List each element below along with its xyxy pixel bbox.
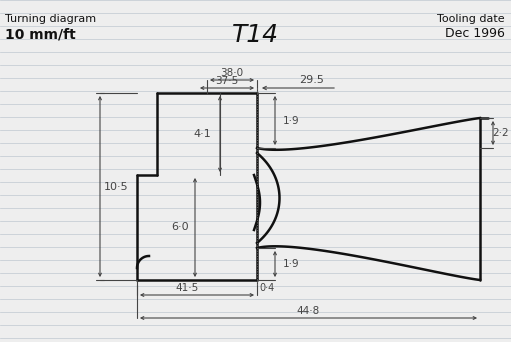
Text: Dec 1996: Dec 1996 xyxy=(445,27,505,40)
Text: 0·4: 0·4 xyxy=(260,283,274,293)
Text: T14: T14 xyxy=(231,23,278,47)
Text: 38·0: 38·0 xyxy=(220,68,244,78)
Text: 1·9: 1·9 xyxy=(283,116,299,126)
Text: 37·5: 37·5 xyxy=(215,76,239,86)
Text: 10 mm/ft: 10 mm/ft xyxy=(5,27,76,41)
Text: 1·9: 1·9 xyxy=(283,259,299,269)
Text: 44·8: 44·8 xyxy=(297,306,320,316)
Text: 41·5: 41·5 xyxy=(175,283,199,293)
Text: 10·5: 10·5 xyxy=(104,182,128,192)
Text: 2·2: 2·2 xyxy=(493,128,509,138)
Text: 6·0: 6·0 xyxy=(171,223,189,233)
Text: 4·1: 4·1 xyxy=(193,129,211,139)
Text: 29.5: 29.5 xyxy=(299,75,324,85)
Text: Turning diagram: Turning diagram xyxy=(5,14,96,24)
Text: Tooling date: Tooling date xyxy=(437,14,505,24)
